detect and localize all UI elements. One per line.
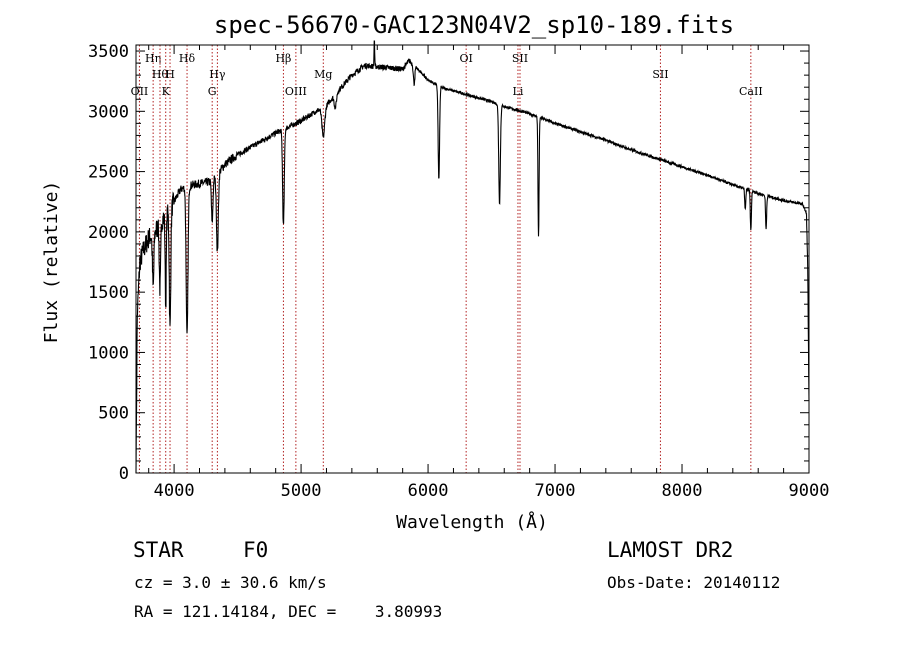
x-tick-label-3: 7000 <box>535 481 576 501</box>
marker-label-10: Mg <box>314 68 332 81</box>
x-tick-label-4: 8000 <box>662 481 703 501</box>
y-axis-label: Flux (relative) <box>41 181 62 344</box>
marker-label-0: OII <box>131 85 149 98</box>
x-tick-label-1: 5000 <box>281 481 322 501</box>
line-markers: OII Hη Hθ KH Hδ G Hγ Hβ OIII Mg OI Li SII SII CaII <box>131 45 763 473</box>
x-tick-label-0: 4000 <box>154 481 195 501</box>
marker-label-14: SII <box>652 68 668 81</box>
coordinates-text: RA = 121.14184, DEC = 3.80993 <box>134 602 443 621</box>
y-tick-label-6: 3000 <box>88 102 129 122</box>
marker-label-2: Hθ <box>152 68 169 81</box>
spectrum-line <box>135 40 810 474</box>
survey-label: LAMOST DR2 <box>607 538 734 562</box>
y-tick-label-0: 0 <box>119 464 129 484</box>
y-tick-label-3: 1500 <box>88 283 129 303</box>
marker-label-5: Hδ <box>179 52 196 65</box>
spectrum-series <box>135 40 810 474</box>
marker-label-1: Hη <box>145 52 161 65</box>
obs-date-text: Obs-Date: 20140112 <box>607 573 781 592</box>
marker-label-8: Hβ <box>275 52 291 65</box>
x-tick-label-5: 9000 <box>789 481 830 501</box>
marker-label-13: SII <box>512 52 528 65</box>
marker-label-15: CaII <box>739 85 763 98</box>
object-class: STAR <box>133 538 184 562</box>
x-axis-label: Wavelength (Å) <box>396 511 548 533</box>
marker-label-7: Hγ <box>209 68 226 81</box>
marker-label-3: K <box>162 85 171 98</box>
object-subclass: F0 <box>243 538 269 562</box>
x-tick-label-2: 6000 <box>408 481 449 501</box>
chart-title: spec-56670-GAC123N04V2_sp10-189.fits <box>214 11 734 39</box>
y-tick-label-1: 500 <box>98 404 129 424</box>
y-tick-label-2: 1000 <box>88 343 129 363</box>
y-tick-label-4: 2000 <box>88 223 129 243</box>
marker-label-11: OI <box>459 52 472 65</box>
plot-frame <box>135 44 810 474</box>
axes: 4000 5000 6000 7000 8000 9000 0 500 1000 1500 2000… <box>88 42 829 501</box>
y-tick-label-5: 2500 <box>88 163 129 183</box>
marker-label-9: OIII <box>285 85 307 98</box>
marker-label-6: G <box>208 85 217 98</box>
marker-label-12: Li <box>513 85 524 98</box>
y-tick-label-7: 3500 <box>88 42 129 62</box>
redshift-text: cz = 3.0 ± 30.6 km/s <box>134 573 327 592</box>
marker-label-4: H <box>165 68 175 81</box>
